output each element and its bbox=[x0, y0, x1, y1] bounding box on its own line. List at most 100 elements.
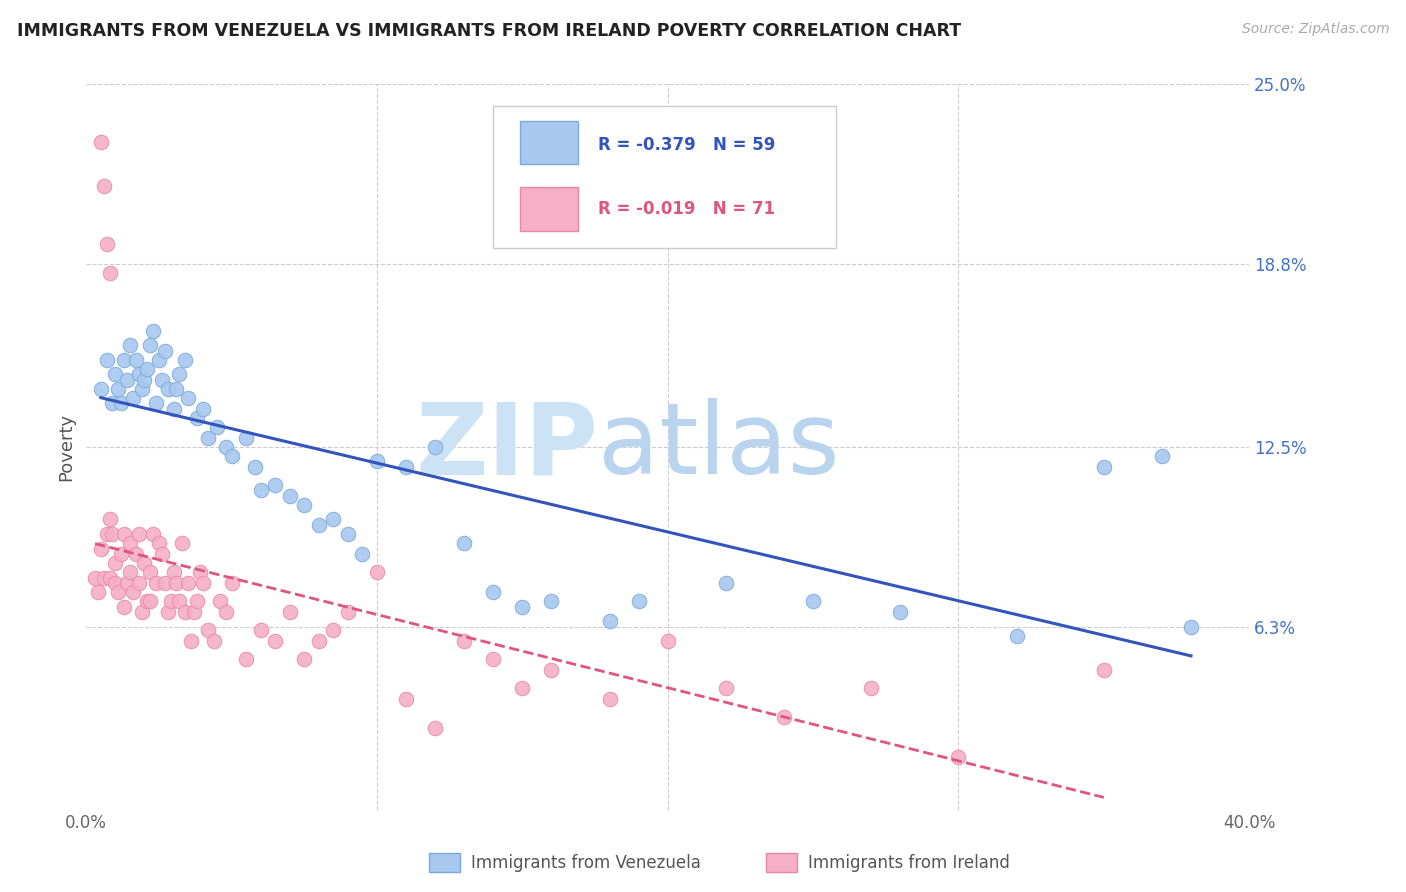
Text: R = -0.379   N = 59: R = -0.379 N = 59 bbox=[598, 136, 775, 153]
Point bbox=[191, 402, 214, 417]
Point bbox=[156, 605, 179, 619]
Point bbox=[162, 565, 184, 579]
Point bbox=[453, 535, 475, 549]
Point bbox=[801, 593, 824, 607]
Point bbox=[125, 353, 148, 368]
Point bbox=[336, 527, 359, 541]
Point bbox=[169, 368, 191, 382]
Text: atlas: atlas bbox=[598, 399, 839, 495]
Point bbox=[93, 178, 115, 193]
Point bbox=[112, 599, 135, 614]
Point bbox=[112, 527, 135, 541]
Point bbox=[627, 593, 650, 607]
Text: Immigrants from Ireland: Immigrants from Ireland bbox=[808, 854, 1011, 871]
Point bbox=[118, 565, 141, 579]
Point bbox=[98, 266, 121, 280]
Point bbox=[112, 353, 135, 368]
Point bbox=[115, 576, 138, 591]
Point bbox=[352, 547, 374, 561]
Point bbox=[128, 527, 150, 541]
Point bbox=[84, 570, 107, 584]
Point bbox=[215, 605, 238, 619]
Text: R = -0.019   N = 71: R = -0.019 N = 71 bbox=[598, 200, 775, 219]
Point bbox=[90, 541, 112, 556]
Point bbox=[125, 547, 148, 561]
Point bbox=[180, 634, 202, 648]
Point bbox=[98, 570, 121, 584]
Point bbox=[1150, 449, 1173, 463]
Point bbox=[110, 396, 132, 410]
Point bbox=[395, 692, 418, 706]
Point bbox=[96, 527, 118, 541]
Point bbox=[98, 512, 121, 526]
Point bbox=[208, 593, 231, 607]
Point bbox=[186, 593, 208, 607]
Point bbox=[235, 651, 257, 665]
Point bbox=[169, 593, 191, 607]
Point bbox=[423, 722, 446, 736]
Point bbox=[1092, 460, 1115, 475]
Point bbox=[860, 681, 883, 695]
Point bbox=[148, 535, 170, 549]
Point bbox=[453, 634, 475, 648]
Point bbox=[308, 518, 330, 533]
Point bbox=[139, 593, 162, 607]
Point bbox=[118, 535, 141, 549]
Point bbox=[773, 710, 796, 724]
Point bbox=[191, 576, 214, 591]
Point bbox=[177, 391, 200, 405]
Point bbox=[162, 402, 184, 417]
Point bbox=[115, 373, 138, 387]
Point bbox=[96, 353, 118, 368]
Point bbox=[292, 651, 315, 665]
Point bbox=[197, 431, 219, 445]
Point bbox=[205, 419, 228, 434]
Point bbox=[366, 565, 388, 579]
Point bbox=[145, 396, 167, 410]
Point bbox=[336, 605, 359, 619]
Point bbox=[159, 593, 181, 607]
Y-axis label: Poverty: Poverty bbox=[58, 413, 75, 481]
Point bbox=[308, 634, 330, 648]
Point bbox=[395, 460, 418, 475]
Point bbox=[215, 440, 238, 454]
Point bbox=[136, 593, 159, 607]
Point bbox=[101, 396, 124, 410]
Text: Source: ZipAtlas.com: Source: ZipAtlas.com bbox=[1241, 22, 1389, 37]
Point bbox=[104, 576, 127, 591]
Point bbox=[107, 382, 129, 396]
Point bbox=[322, 512, 344, 526]
Point bbox=[292, 498, 315, 512]
Point bbox=[482, 651, 505, 665]
Point bbox=[131, 382, 153, 396]
Point bbox=[142, 324, 165, 338]
Point bbox=[153, 576, 176, 591]
Point bbox=[278, 605, 301, 619]
Point bbox=[235, 431, 257, 445]
Point bbox=[107, 585, 129, 599]
Point bbox=[322, 623, 344, 637]
Point bbox=[136, 361, 159, 376]
Point bbox=[512, 681, 534, 695]
Point bbox=[366, 454, 388, 468]
Point bbox=[188, 565, 211, 579]
Point bbox=[202, 634, 225, 648]
Point bbox=[512, 599, 534, 614]
Point bbox=[1092, 663, 1115, 677]
Point bbox=[134, 556, 156, 570]
Point bbox=[264, 634, 287, 648]
Point bbox=[177, 576, 200, 591]
Point bbox=[186, 411, 208, 425]
Point bbox=[90, 382, 112, 396]
Point bbox=[96, 236, 118, 251]
Text: ZIP: ZIP bbox=[415, 399, 598, 495]
FancyBboxPatch shape bbox=[520, 187, 578, 231]
Point bbox=[1180, 620, 1202, 634]
Point bbox=[145, 576, 167, 591]
Point bbox=[110, 547, 132, 561]
Point bbox=[118, 338, 141, 352]
FancyBboxPatch shape bbox=[520, 120, 578, 164]
FancyBboxPatch shape bbox=[494, 106, 837, 248]
Point bbox=[104, 368, 127, 382]
Point bbox=[93, 570, 115, 584]
